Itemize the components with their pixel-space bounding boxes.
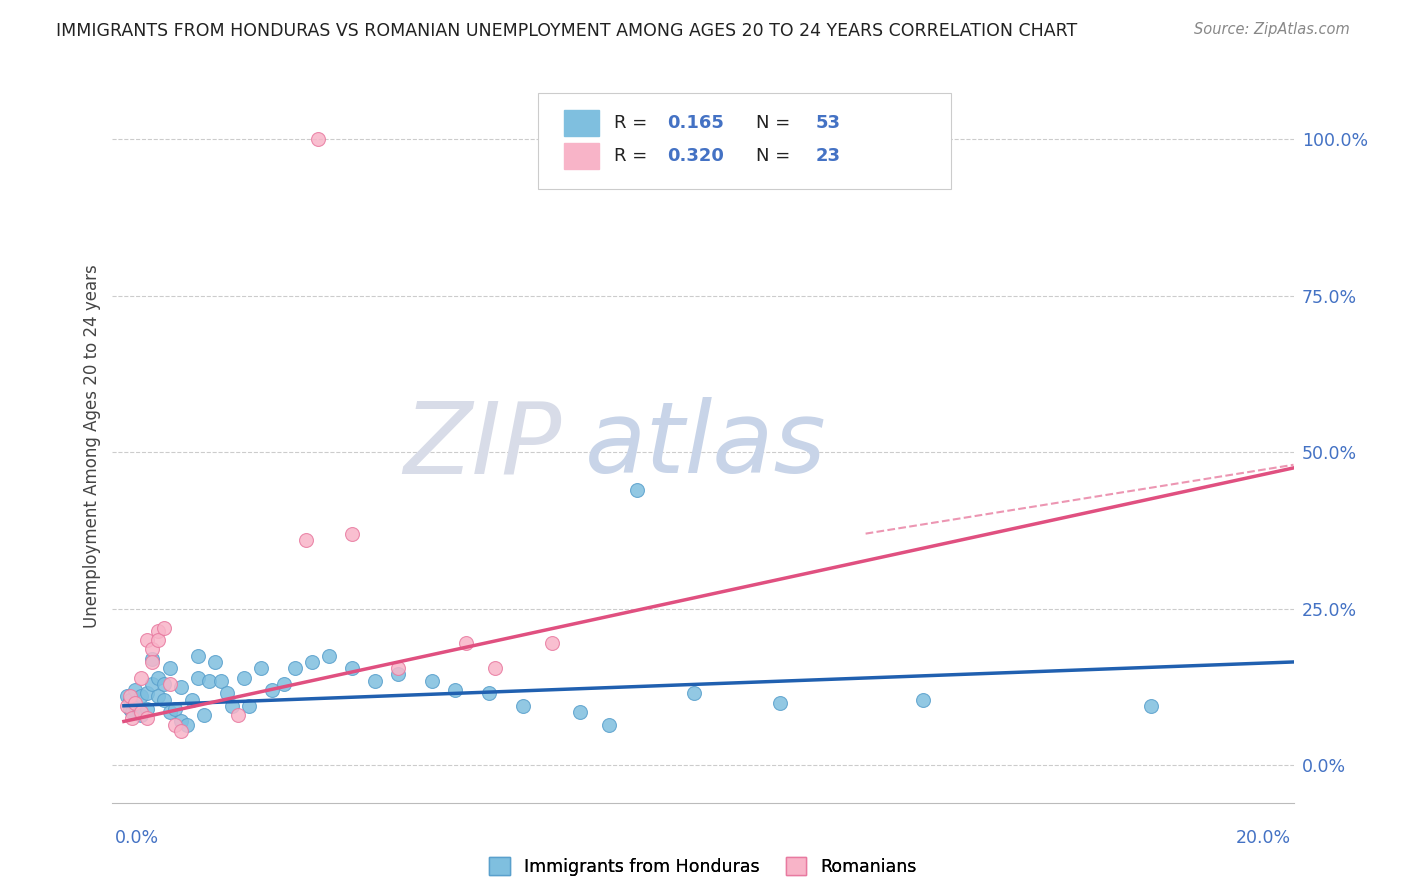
- Point: [226, 708, 249, 723]
- Point: [198, 673, 221, 688]
- Point: [238, 698, 260, 713]
- Point: [159, 705, 181, 719]
- Point: [129, 708, 152, 723]
- Point: [118, 702, 141, 716]
- Point: [250, 661, 273, 675]
- Y-axis label: Unemployment Among Ages 20 to 24 years: Unemployment Among Ages 20 to 24 years: [83, 264, 101, 628]
- Point: [121, 711, 143, 725]
- Point: [170, 714, 193, 729]
- Point: [115, 690, 138, 704]
- Point: [340, 661, 363, 675]
- Point: [456, 636, 478, 650]
- Point: [141, 655, 163, 669]
- Point: [1140, 698, 1163, 713]
- Point: [129, 705, 152, 719]
- Point: [204, 655, 226, 669]
- Point: [146, 690, 169, 704]
- Point: [443, 683, 465, 698]
- Point: [626, 483, 648, 497]
- Point: [135, 633, 157, 648]
- Point: [221, 698, 243, 713]
- Point: [484, 661, 506, 675]
- Text: N =: N =: [756, 147, 796, 165]
- Point: [124, 683, 146, 698]
- Text: 0.320: 0.320: [668, 147, 724, 165]
- Point: [170, 680, 193, 694]
- Point: [209, 673, 232, 688]
- Point: [193, 708, 215, 723]
- Point: [911, 692, 934, 706]
- Point: [135, 702, 157, 716]
- Point: [135, 711, 157, 725]
- Text: 0.0%: 0.0%: [115, 829, 159, 847]
- FancyBboxPatch shape: [537, 93, 950, 189]
- Point: [340, 526, 363, 541]
- Bar: [564, 110, 599, 136]
- Point: [124, 698, 146, 713]
- Point: [146, 671, 169, 685]
- Point: [307, 132, 329, 146]
- Point: [135, 686, 157, 700]
- Point: [146, 624, 169, 638]
- Point: [141, 642, 163, 657]
- Point: [129, 671, 152, 685]
- Text: R =: R =: [614, 147, 654, 165]
- Point: [478, 686, 501, 700]
- Point: [262, 683, 284, 698]
- Point: [176, 717, 198, 731]
- Point: [420, 673, 443, 688]
- Point: [118, 692, 141, 706]
- Point: [165, 717, 187, 731]
- Point: [683, 686, 706, 700]
- Point: [569, 705, 592, 719]
- Point: [187, 648, 209, 663]
- Point: [159, 677, 181, 691]
- Bar: [564, 144, 599, 169]
- Point: [153, 677, 176, 691]
- Point: [159, 661, 181, 675]
- Point: [141, 677, 163, 691]
- Point: [769, 696, 792, 710]
- Point: [318, 648, 340, 663]
- Point: [181, 692, 204, 706]
- Text: ZIP: ZIP: [404, 398, 561, 494]
- Point: [387, 667, 409, 681]
- Text: 23: 23: [815, 147, 841, 165]
- Point: [115, 698, 138, 713]
- Point: [187, 671, 209, 685]
- Text: 0.165: 0.165: [668, 114, 724, 132]
- Point: [121, 705, 143, 719]
- Point: [273, 677, 295, 691]
- Text: atlas: atlas: [585, 398, 827, 494]
- Point: [141, 652, 163, 666]
- Point: [295, 533, 318, 547]
- Text: 53: 53: [815, 114, 841, 132]
- Point: [165, 702, 187, 716]
- Text: Source: ZipAtlas.com: Source: ZipAtlas.com: [1194, 22, 1350, 37]
- Text: N =: N =: [756, 114, 796, 132]
- Point: [118, 690, 141, 704]
- Point: [540, 636, 562, 650]
- Point: [301, 655, 323, 669]
- Text: 20.0%: 20.0%: [1236, 829, 1291, 847]
- Point: [598, 717, 620, 731]
- Point: [512, 698, 534, 713]
- Point: [153, 692, 176, 706]
- Text: R =: R =: [614, 114, 654, 132]
- Legend: Immigrants from Honduras, Romanians: Immigrants from Honduras, Romanians: [489, 857, 917, 876]
- Text: IMMIGRANTS FROM HONDURAS VS ROMANIAN UNEMPLOYMENT AMONG AGES 20 TO 24 YEARS CORR: IMMIGRANTS FROM HONDURAS VS ROMANIAN UNE…: [56, 22, 1077, 40]
- Point: [215, 686, 238, 700]
- Point: [146, 633, 169, 648]
- Point: [129, 690, 152, 704]
- Point: [387, 661, 409, 675]
- Point: [284, 661, 307, 675]
- Point: [124, 696, 146, 710]
- Point: [153, 621, 176, 635]
- Point: [364, 673, 387, 688]
- Point: [232, 671, 254, 685]
- Point: [170, 723, 193, 738]
